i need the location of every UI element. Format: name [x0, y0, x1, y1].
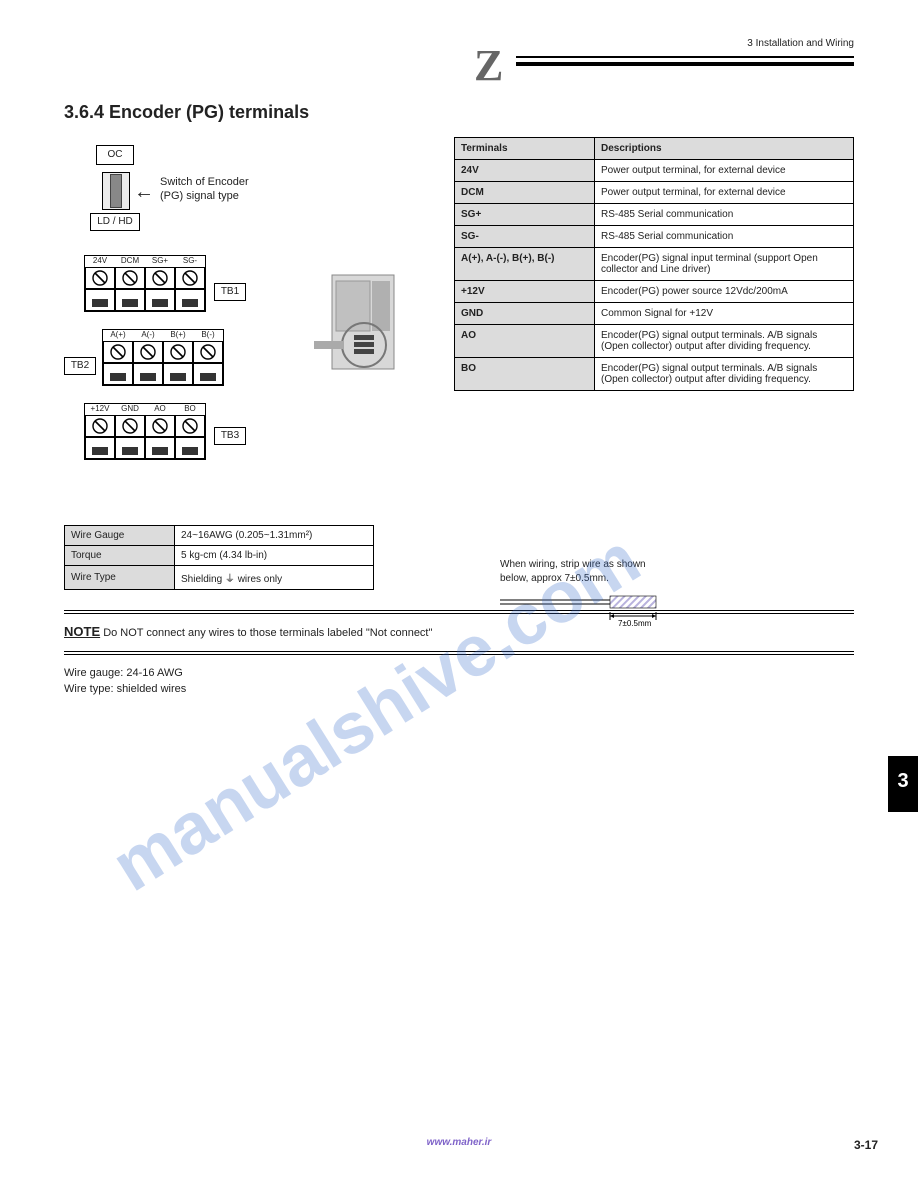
screw-icon: [115, 267, 145, 289]
th-terminals: Terminals: [455, 138, 595, 160]
table-row: SG-: [455, 226, 595, 248]
terminal-slot: [85, 289, 115, 311]
table-cell: Power output terminal, for external devi…: [595, 160, 854, 182]
table-cell: RS-485 Serial communication: [595, 204, 854, 226]
screw-icon: [175, 415, 205, 437]
tb2-label-4: B(-): [193, 330, 223, 341]
arrow-left-icon: ←: [134, 181, 154, 204]
tb1-label-4: SG-: [175, 256, 205, 267]
terminal-slot: [175, 437, 205, 459]
th-descriptions: Descriptions: [595, 138, 854, 160]
table-cell: Power output terminal, for external devi…: [595, 182, 854, 204]
page-number: 3-17: [854, 1138, 878, 1152]
table-cell: RS-485 Serial communication: [595, 226, 854, 248]
strip-line1: When wiring, strip wire as shown: [500, 559, 646, 570]
table-cell: Encoder(PG) signal output terminals. A/B…: [595, 358, 854, 391]
table-cell: Encoder(PG) signal input terminal (suppo…: [595, 248, 854, 281]
table-row: +12V: [455, 281, 595, 303]
terminal-slot: [163, 363, 193, 385]
screw-icon: [175, 267, 205, 289]
table-row: 24V: [455, 160, 595, 182]
table-cell: Encoder(PG) power source 12Vdc/200mA: [595, 281, 854, 303]
tb3-label-1: +12V: [85, 404, 115, 415]
tb2-label-1: A(+): [103, 330, 133, 341]
terminal-slot: [115, 437, 145, 459]
strip-length-label: 7±0.5mm: [618, 619, 652, 626]
spec-cell: 5 kg-cm (4.34 lb-in): [175, 546, 374, 566]
screw-icon: [85, 415, 115, 437]
terminal-slot: [145, 289, 175, 311]
section-tab: 3: [888, 756, 918, 812]
terminal-slot: [175, 289, 205, 311]
screw-icon: [163, 341, 193, 363]
switch-caption-line2: (PG) signal type: [160, 190, 239, 202]
wire-icon: 7±0.5mm: [500, 592, 680, 626]
note-line-2: Wire gauge: 24-16 AWG: [64, 667, 183, 679]
tb2-label-3: B(+): [163, 330, 193, 341]
tb2-labels: A(+) A(-) B(+) B(-): [103, 330, 223, 341]
tb3-callout: TB3: [214, 427, 246, 445]
table-row: BO: [455, 358, 595, 391]
table-row: GND: [455, 303, 595, 325]
tb1-callout: TB1: [214, 283, 246, 301]
terminal-slot: [193, 363, 223, 385]
table-cell: Encoder(PG) signal output terminals. A/B…: [595, 325, 854, 358]
tb1-labels: 24V DCM SG+ SG-: [85, 256, 205, 267]
tb3-labels: +12V GND AO BO: [85, 404, 205, 415]
table-cell: Common Signal for +12V: [595, 303, 854, 325]
footer-site: www.maher.ir: [427, 1137, 492, 1148]
tb2-label-2: A(-): [133, 330, 163, 341]
screw-icon: [115, 415, 145, 437]
note-heading: NOTE: [64, 624, 100, 639]
screw-icon: [133, 341, 163, 363]
spec-row: Wire Type: [65, 566, 175, 590]
wire-strip-diagram: When wiring, strip wire as shown below, …: [500, 558, 760, 629]
tb1-label-3: SG+: [145, 256, 175, 267]
terminals-table: TerminalsDescriptions 24VPower output te…: [454, 137, 854, 391]
tb1-label-1: 24V: [85, 256, 115, 267]
dip-switch-rocker: [110, 174, 122, 208]
note-line-1: Do NOT connect any wires to those termin…: [103, 627, 432, 639]
terminal-slot: [133, 363, 163, 385]
header-rule-thick: [516, 62, 854, 66]
header-rule: [516, 56, 854, 58]
terminal-slot: [145, 437, 175, 459]
terminal-diagram: OC LD / HD ← Switch of Encoder (PG) sign…: [64, 137, 454, 517]
table-row: SG+: [455, 204, 595, 226]
tb1-label-2: DCM: [115, 256, 145, 267]
spec-table: Wire Gauge24~16AWG (0.205~1.31mm²) Torqu…: [64, 525, 374, 590]
switch-oc-label: OC: [96, 145, 134, 165]
table-row: AO: [455, 325, 595, 358]
tb3-label-3: AO: [145, 404, 175, 415]
spec-row: Torque: [65, 546, 175, 566]
table-row: DCM: [455, 182, 595, 204]
switch-caption-line1: Switch of Encoder: [160, 176, 249, 188]
note-line-3: Wire type: shielded wires: [64, 683, 186, 695]
switch-caption: Switch of Encoder (PG) signal type: [160, 175, 249, 203]
drive-photo-icon: [314, 273, 424, 393]
brand-logo: Z: [474, 40, 500, 91]
spec-cell: 24~16AWG (0.205~1.31mm²): [175, 526, 374, 546]
spec-row: Wire Gauge: [65, 526, 175, 546]
terminal-slot: [85, 437, 115, 459]
section-title: 3.6.4 Encoder (PG) terminals: [64, 102, 854, 123]
screw-icon: [145, 415, 175, 437]
breadcrumb: 3 Installation and Wiring: [747, 38, 854, 49]
screw-icon: [85, 267, 115, 289]
table-row: A(+), A-(-), B(+), B(-): [455, 248, 595, 281]
screw-icon: [145, 267, 175, 289]
screw-icon: [103, 341, 133, 363]
tb3-label-2: GND: [115, 404, 145, 415]
strip-line2: below, approx 7±0.5mm.: [500, 573, 609, 584]
terminal-slot: [103, 363, 133, 385]
tb3-label-4: BO: [175, 404, 205, 415]
spec-cell: Shielding ⏚ wires only: [175, 566, 374, 590]
terminal-slot: [115, 289, 145, 311]
screw-icon: [193, 341, 223, 363]
switch-ldhd-label: LD / HD: [90, 213, 140, 231]
tb2-callout: TB2: [64, 357, 96, 375]
